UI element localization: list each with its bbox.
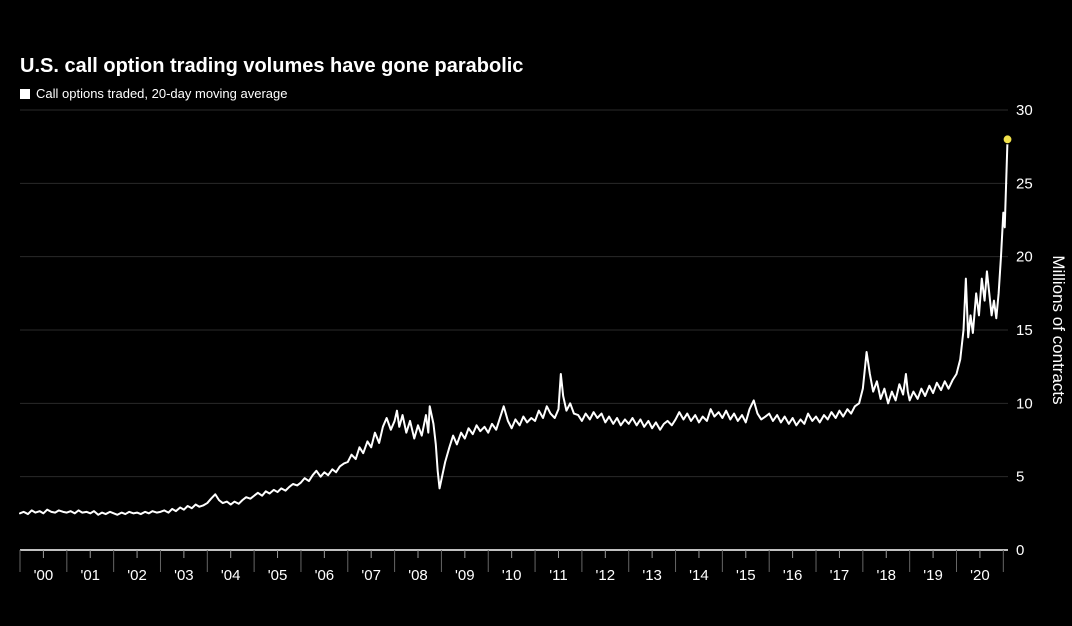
svg-text:'19: '19 [923,567,943,584]
svg-text:'11: '11 [549,567,567,584]
y-axis-label: Millions of contracts [1048,230,1068,430]
svg-text:0: 0 [1016,542,1024,559]
svg-text:'07: '07 [361,567,381,584]
svg-text:30: 30 [1016,102,1033,119]
svg-text:'20: '20 [970,567,990,584]
svg-text:'18: '18 [876,567,896,584]
svg-text:5: 5 [1016,469,1024,486]
svg-text:'10: '10 [502,567,522,584]
svg-text:'01: '01 [80,567,100,584]
svg-text:'05: '05 [268,567,288,584]
svg-text:'17: '17 [830,567,850,584]
svg-text:25: 25 [1016,175,1033,192]
svg-text:'16: '16 [783,567,803,584]
svg-text:'14: '14 [689,567,709,584]
svg-text:20: 20 [1016,249,1033,266]
line-chart: 0 5 10 15 20 25 30 '00 '01 '02 '03 '04 '05 '06 '07 '08 '… [0,0,1072,626]
svg-text:'04: '04 [221,567,241,584]
svg-text:'00: '00 [34,567,54,584]
svg-text:'12: '12 [596,567,616,584]
svg-text:'08: '08 [408,567,428,584]
svg-text:'06: '06 [315,567,335,584]
svg-text:'02: '02 [127,567,147,584]
svg-text:'13: '13 [642,567,662,584]
svg-text:15: 15 [1016,322,1033,339]
svg-text:'03: '03 [174,567,194,584]
svg-text:'15: '15 [736,567,756,584]
svg-text:10: 10 [1016,395,1033,412]
svg-text:'09: '09 [455,567,475,584]
